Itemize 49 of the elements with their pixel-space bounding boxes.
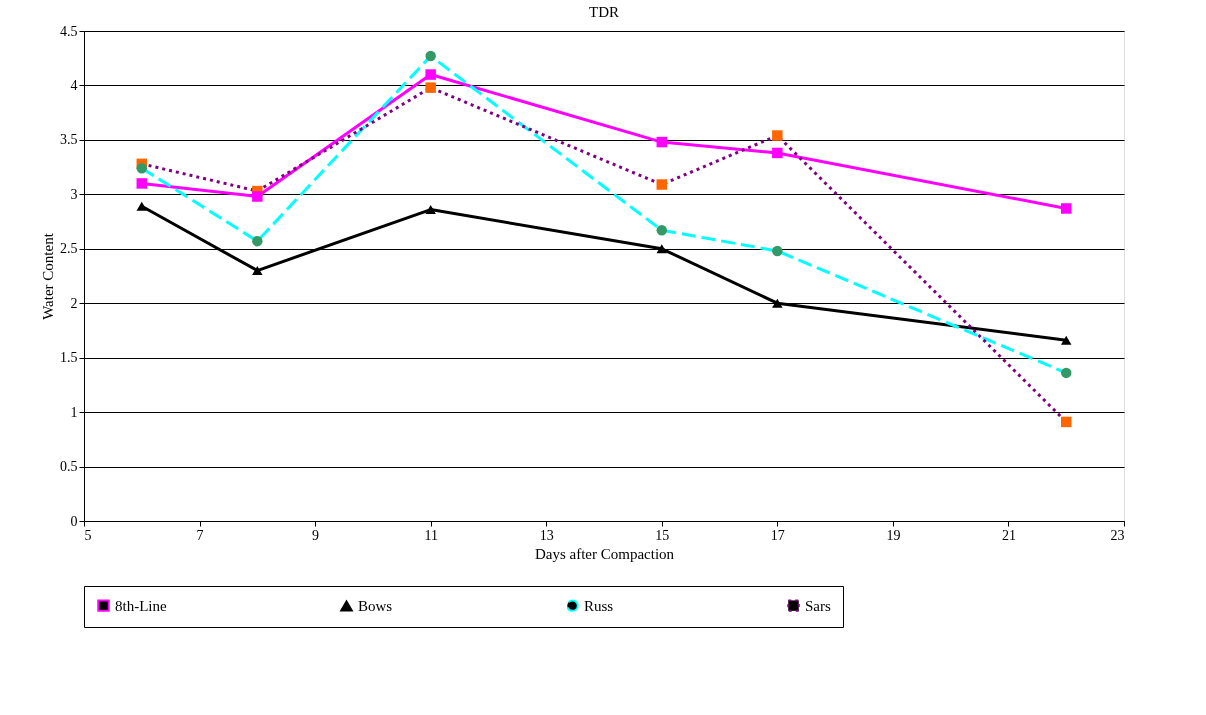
- y-tick-label: 3.5: [60, 132, 78, 148]
- x-tick-label: 23: [1110, 527, 1125, 543]
- x-tick-label: 17: [770, 527, 785, 543]
- x-tick-label: 15: [655, 527, 670, 543]
- point: [656, 136, 668, 148]
- y-tick-label: 4: [70, 77, 78, 93]
- x-tick-label: 13: [539, 527, 554, 543]
- y-tick-label: 3: [70, 186, 78, 202]
- x-tick-label: 19: [886, 527, 901, 543]
- x-tick-label: 5: [84, 527, 92, 543]
- point: [252, 235, 263, 247]
- x-tick-label: 21: [1001, 527, 1016, 543]
- y-tick-label: 1: [70, 404, 78, 420]
- point: [1060, 203, 1072, 214]
- point: [1060, 367, 1072, 379]
- point: [425, 82, 436, 93]
- y-tick-label: 0: [70, 513, 78, 529]
- legend-label: Bows: [358, 597, 393, 614]
- point: [772, 245, 783, 257]
- y-tick-label: 2.5: [60, 241, 78, 257]
- point: [425, 69, 436, 80]
- x-tick-label: 11: [424, 527, 438, 543]
- point: [656, 225, 668, 236]
- y-axis-title: Water Content: [40, 232, 56, 320]
- legend-label: Sars: [805, 597, 831, 614]
- y-tick-label: 1.5: [60, 350, 78, 366]
- y-tick-label: 0.5: [60, 459, 78, 475]
- x-tick-label: 9: [312, 527, 320, 543]
- point: [1060, 416, 1072, 428]
- point: [425, 50, 436, 62]
- point: [656, 244, 668, 254]
- point: [772, 147, 783, 159]
- point: [772, 298, 783, 308]
- y-tick-label: 2: [70, 295, 78, 311]
- y-tick-label: 4.5: [60, 23, 78, 39]
- point: [136, 162, 148, 174]
- point: [1060, 335, 1072, 345]
- point: [252, 266, 263, 276]
- legend-label: 8th-Line: [115, 597, 167, 614]
- point: [425, 205, 436, 215]
- point: [772, 130, 783, 141]
- legend-label: Russ: [584, 597, 614, 614]
- point: [136, 201, 148, 211]
- point: [136, 178, 148, 189]
- chart-title: TDR: [589, 4, 619, 20]
- point: [656, 179, 668, 190]
- x-axis-title: Days after Compaction: [534, 545, 675, 562]
- x-tick-label: 7: [196, 527, 204, 543]
- point: [252, 191, 263, 202]
